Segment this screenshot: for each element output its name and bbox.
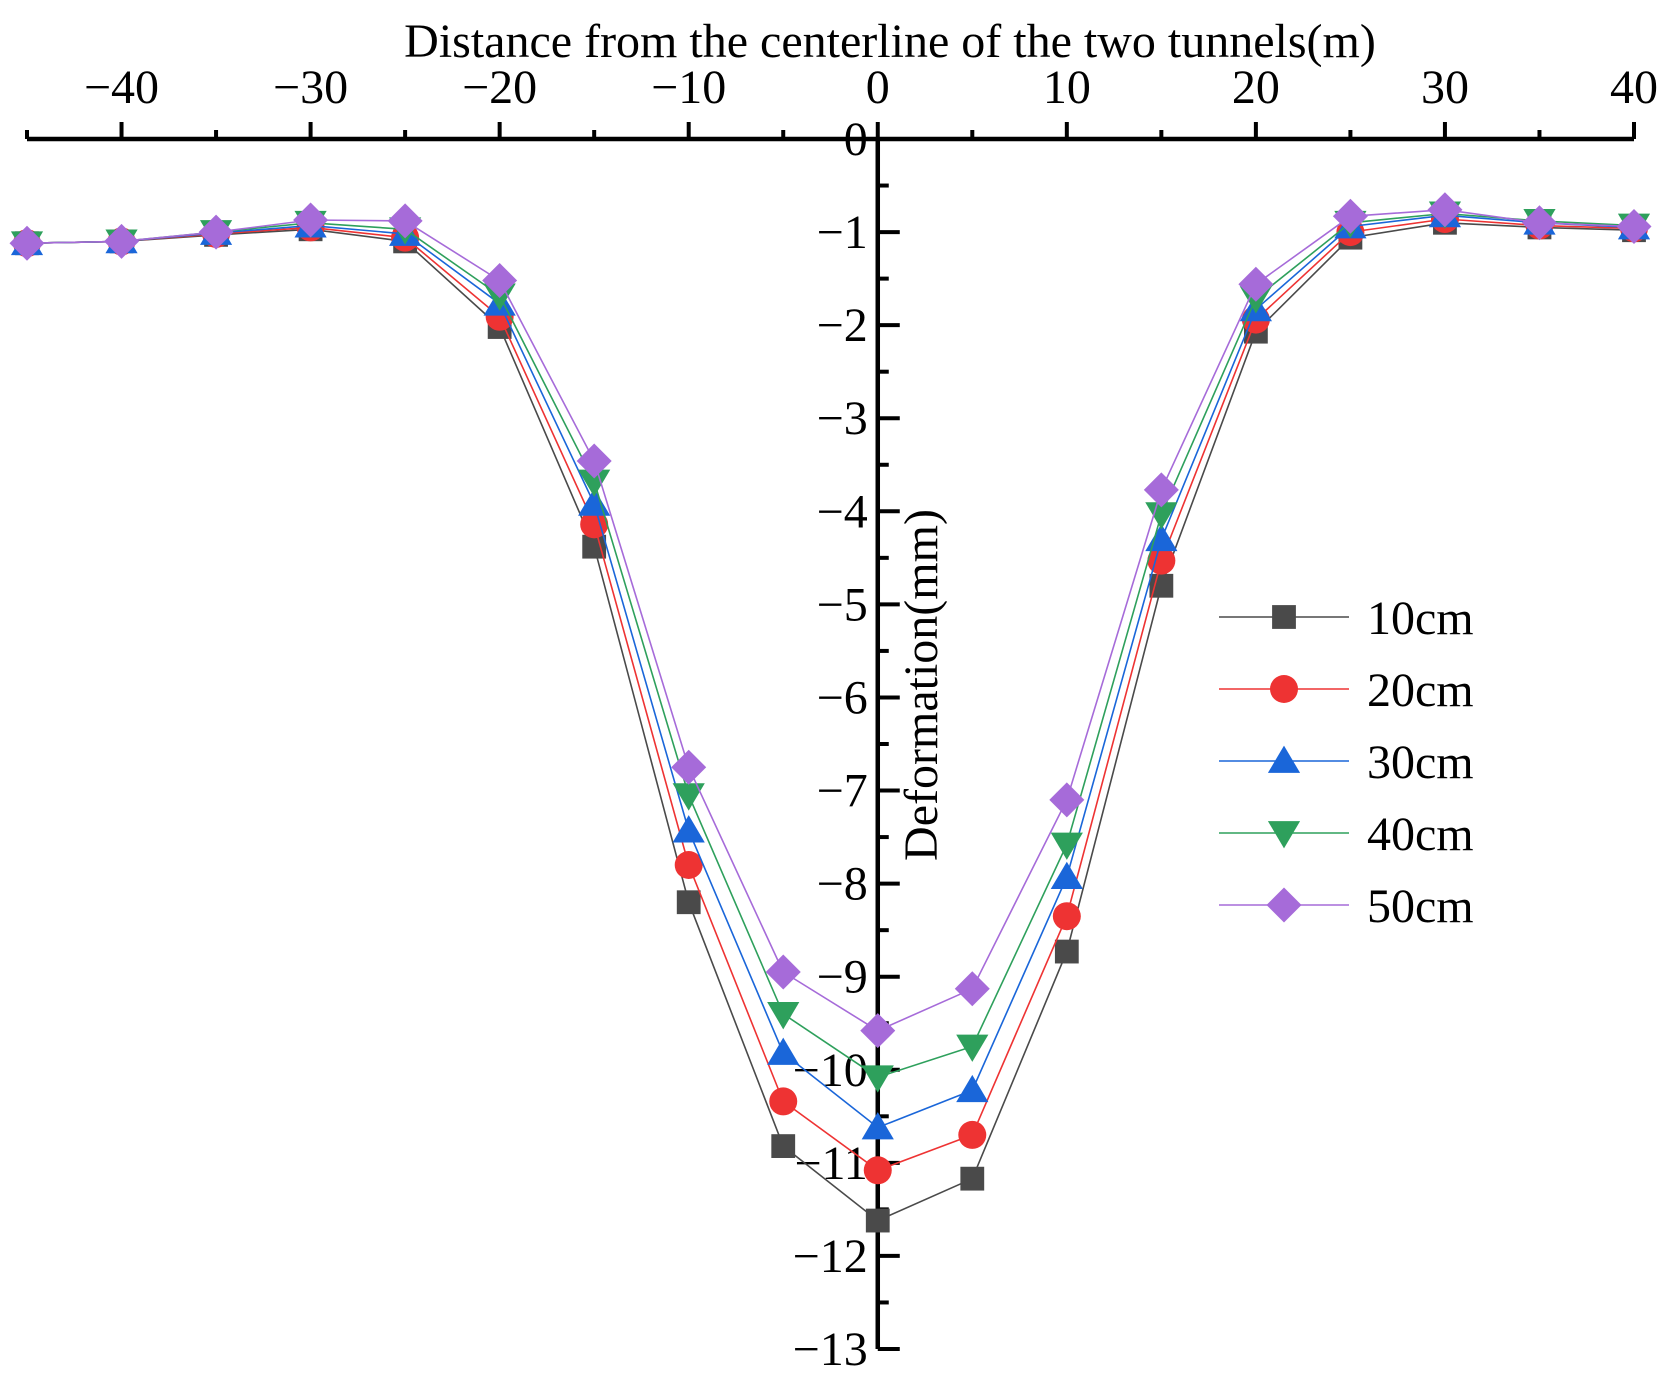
data-point-30cm: [956, 1074, 989, 1103]
data-point-40cm: [672, 783, 705, 811]
legend-marker-10cm: [1272, 605, 1296, 629]
x-tick-label: −10: [651, 61, 726, 114]
legend-marker-30cm: [1267, 745, 1301, 773]
data-point-20cm: [769, 1087, 798, 1116]
x-tick-label: 20: [1232, 61, 1280, 114]
data-point-50cm: [9, 225, 45, 261]
data-point-50cm: [1332, 198, 1368, 234]
data-point-50cm: [198, 214, 234, 250]
legend-label-20cm: 20cm: [1367, 664, 1474, 717]
legend-marker-50cm: [1266, 887, 1302, 923]
data-point-40cm: [578, 469, 611, 497]
data-point-20cm: [674, 851, 703, 879]
legend-label-50cm: 50cm: [1367, 880, 1474, 933]
data-point-40cm: [861, 1065, 894, 1093]
x-tick-label: 10: [1043, 61, 1091, 114]
x-tick-label: 30: [1421, 61, 1469, 114]
y-tick-label: −11: [794, 1137, 867, 1190]
data-point-50cm: [576, 443, 612, 479]
x-tick-label: −20: [462, 61, 537, 114]
data-point-50cm: [387, 203, 423, 239]
y-tick-label: −5: [817, 578, 868, 631]
y-tick-label: −12: [793, 1230, 868, 1283]
data-point-50cm: [954, 971, 990, 1007]
data-point-40cm: [1145, 502, 1178, 530]
data-point-50cm: [671, 749, 707, 785]
y-tick-label: −3: [817, 392, 868, 445]
data-point-30cm: [1050, 861, 1083, 889]
data-point-20cm: [958, 1120, 987, 1149]
y-tick-label: −8: [817, 858, 868, 911]
data-point-10cm: [582, 534, 607, 559]
data-point-10cm: [771, 1134, 796, 1158]
data-point-50cm: [1521, 205, 1557, 241]
data-point-20cm: [1052, 902, 1081, 931]
data-point-10cm: [960, 1166, 985, 1191]
data-point-40cm: [956, 1034, 989, 1062]
data-point-50cm: [1427, 192, 1463, 228]
x-tick-label: 40: [1610, 61, 1658, 114]
y-tick-label: −6: [817, 671, 868, 724]
legend-marker-40cm: [1267, 821, 1301, 849]
y-tick-label: 0: [844, 113, 868, 166]
data-point-50cm: [482, 262, 518, 298]
series-line-30cm: [26, 214, 1635, 1129]
data-point-10cm: [676, 890, 701, 915]
x-tick-label: −30: [273, 61, 348, 114]
data-point-20cm: [1147, 546, 1176, 575]
data-point-50cm: [104, 223, 140, 259]
data-point-50cm: [1616, 208, 1652, 244]
data-point-10cm: [1149, 573, 1174, 598]
data-point-50cm: [860, 1013, 896, 1049]
data-point-40cm: [1050, 832, 1083, 860]
series-line-10cm: [26, 221, 1635, 1222]
data-point-50cm: [1238, 266, 1274, 302]
series-line-20cm: [26, 218, 1635, 1172]
data-point-20cm: [580, 510, 609, 539]
y-axis-title: Deformation(mm): [895, 509, 948, 861]
data-point-10cm: [865, 1208, 890, 1233]
y-tick-label: −7: [817, 765, 868, 818]
y-tick-label: −2: [817, 299, 868, 352]
data-point-50cm: [293, 202, 329, 238]
legend-label-30cm: 30cm: [1367, 736, 1474, 789]
legend-label-10cm: 10cm: [1367, 592, 1474, 645]
data-point-20cm: [863, 1156, 892, 1185]
x-axis-title: Distance from the centerline of the two …: [404, 15, 1376, 68]
data-point-50cm: [1049, 782, 1085, 818]
data-point-30cm: [672, 815, 705, 843]
data-point-40cm: [767, 1002, 800, 1030]
data-point-30cm: [861, 1112, 894, 1140]
series-line-40cm: [26, 212, 1635, 1079]
y-tick-label: −4: [817, 485, 868, 538]
y-tick-label: −1: [817, 206, 868, 259]
data-point-50cm: [765, 954, 801, 990]
x-tick-label: 0: [866, 61, 890, 114]
data-point-10cm: [1054, 939, 1079, 964]
data-point-30cm: [767, 1037, 800, 1065]
legend-label-40cm: 40cm: [1367, 808, 1474, 861]
legend-marker-20cm: [1270, 675, 1298, 703]
x-tick-label: −40: [84, 61, 159, 114]
data-point-50cm: [1143, 472, 1179, 508]
y-tick-label: −13: [793, 1323, 868, 1376]
y-tick-label: −9: [817, 951, 868, 1004]
